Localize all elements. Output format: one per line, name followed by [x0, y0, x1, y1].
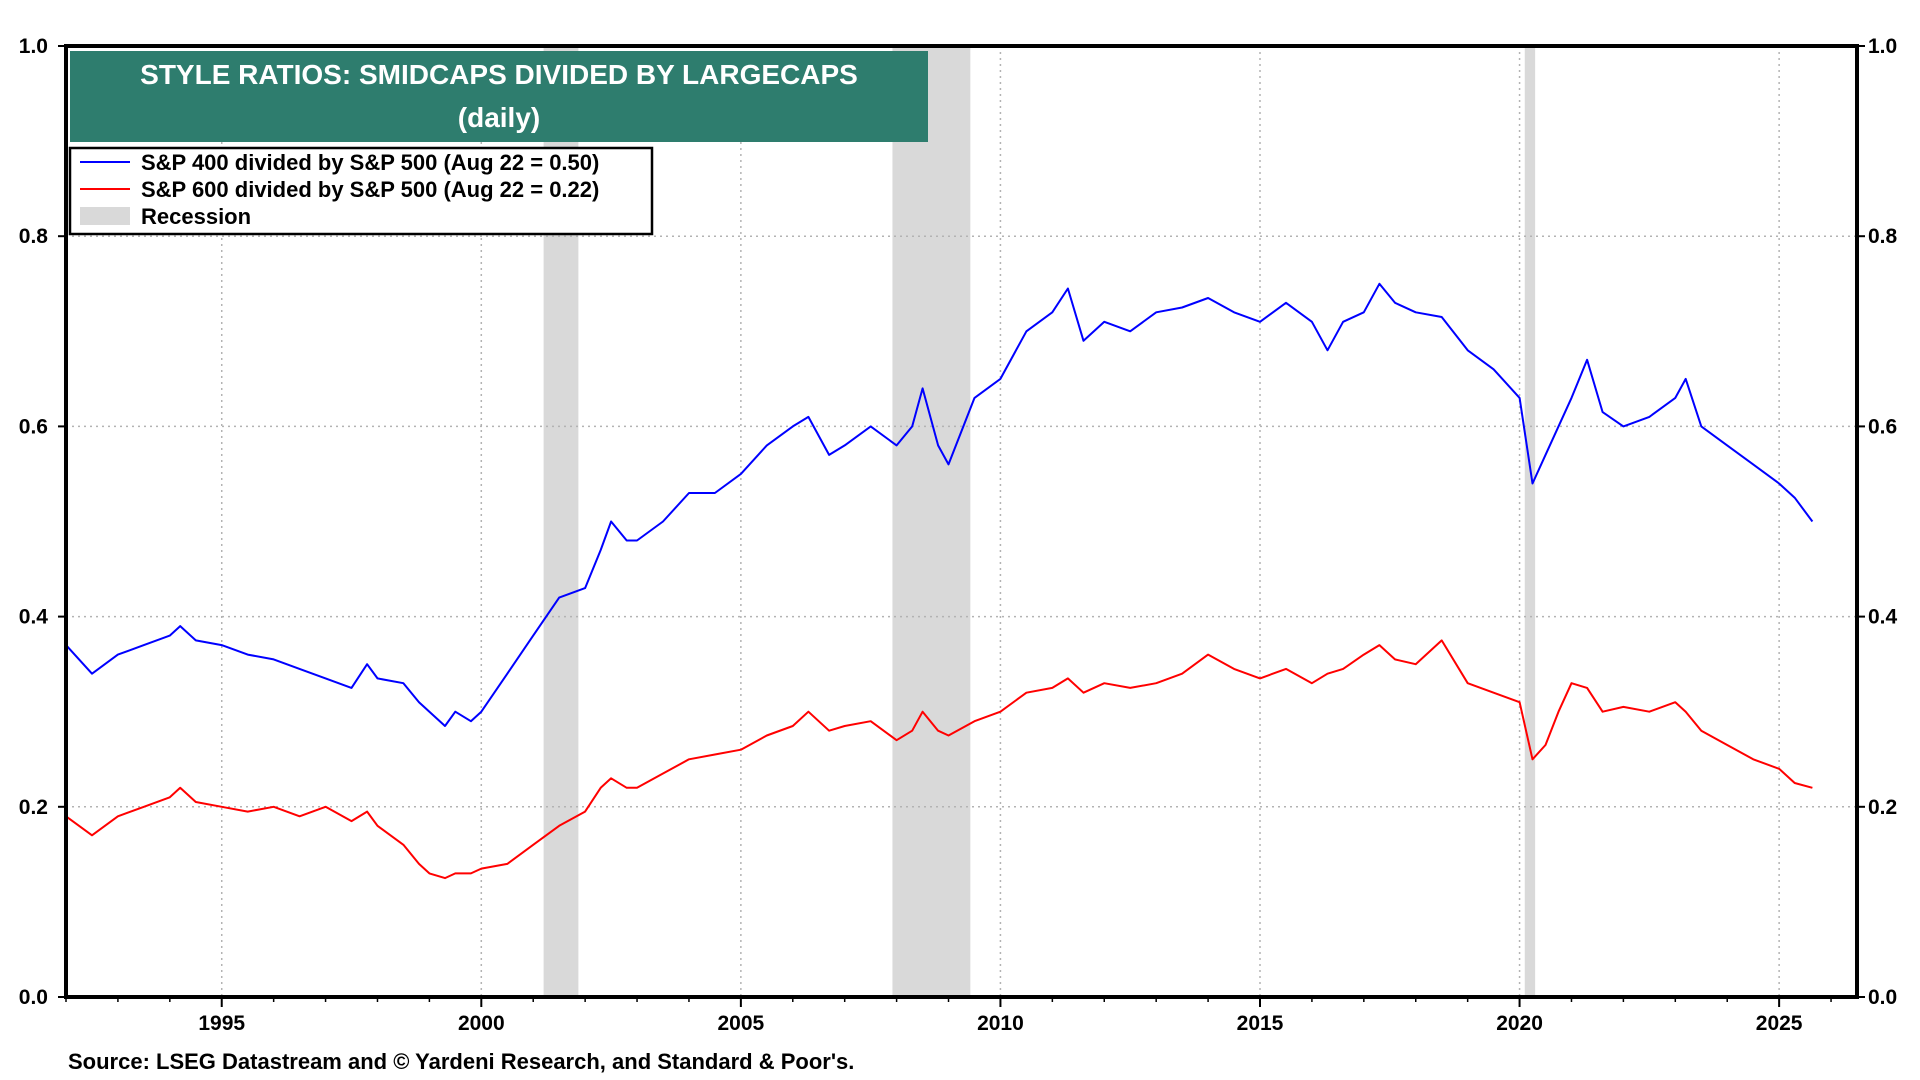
y-tick-label-right-4: 0.8 [1868, 225, 1898, 248]
plot-frame [64, 44, 1859, 999]
title-background [70, 51, 928, 142]
recession-band-1 [892, 46, 971, 997]
legend-label-recession: Recession [141, 204, 251, 229]
x-tick-label-2: 2005 [718, 1012, 765, 1035]
series-line-0 [65, 282, 1814, 727]
y-tick-label-left-3: 0.6 [19, 415, 48, 438]
y-tick-label-right-3: 0.6 [1868, 415, 1897, 438]
chart-title: STYLE RATIOS: SMIDCAPS DIVIDED BY LARGEC… [140, 59, 858, 90]
recession-bands [543, 46, 1536, 997]
y-tick-label-left-0: 0.0 [19, 986, 48, 1009]
y-tick-label-left-2: 0.4 [19, 606, 49, 629]
series-lines [65, 282, 1814, 880]
y-tick-label-right-1: 0.2 [1868, 796, 1897, 819]
x-tick-label-0: 1995 [198, 1012, 245, 1035]
x-tick-label-3: 2010 [977, 1012, 1024, 1035]
y-tick-label-left-4: 0.8 [19, 225, 49, 248]
y-tick-label-right-5: 1.0 [1868, 35, 1897, 58]
source-note: Source: LSEG Datastream and © Yardeni Re… [68, 1049, 854, 1074]
x-tick-label-6: 2025 [1756, 1012, 1803, 1035]
chart-subtitle: (daily) [458, 102, 540, 133]
legend-frame [68, 146, 654, 236]
x-tick-label-1: 2000 [458, 1012, 505, 1035]
legend-swatch-recession [80, 207, 130, 225]
title-box: STYLE RATIOS: SMIDCAPS DIVIDED BY LARGEC… [70, 51, 928, 142]
y-tick-label-left-5: 1.0 [19, 35, 48, 58]
recession-band-2 [1524, 46, 1536, 997]
axis-ticks: 0.0 0.0 0.2 0.2 0.4 0.4 0.6 0.6 0.8 0.8 1.0 1.0 1995… [19, 35, 1898, 1035]
y-tick-label-right-2: 0.4 [1868, 606, 1898, 629]
y-tick-label-right-0: 0.0 [1868, 986, 1897, 1009]
legend-label-sp400: S&P 400 divided by S&P 500 (Aug 22 = 0.5… [141, 150, 599, 175]
legend-label-sp600: S&P 600 divided by S&P 500 (Aug 22 = 0.2… [141, 177, 599, 202]
y-tick-label-left-1: 0.2 [19, 796, 48, 819]
x-tick-label-4: 2015 [1237, 1012, 1284, 1035]
gridlines [66, 46, 1857, 997]
x-tick-label-5: 2020 [1496, 1012, 1543, 1035]
legend: S&P 400 divided by S&P 500 (Aug 22 = 0.5… [68, 146, 654, 236]
series-line-1 [65, 639, 1813, 880]
